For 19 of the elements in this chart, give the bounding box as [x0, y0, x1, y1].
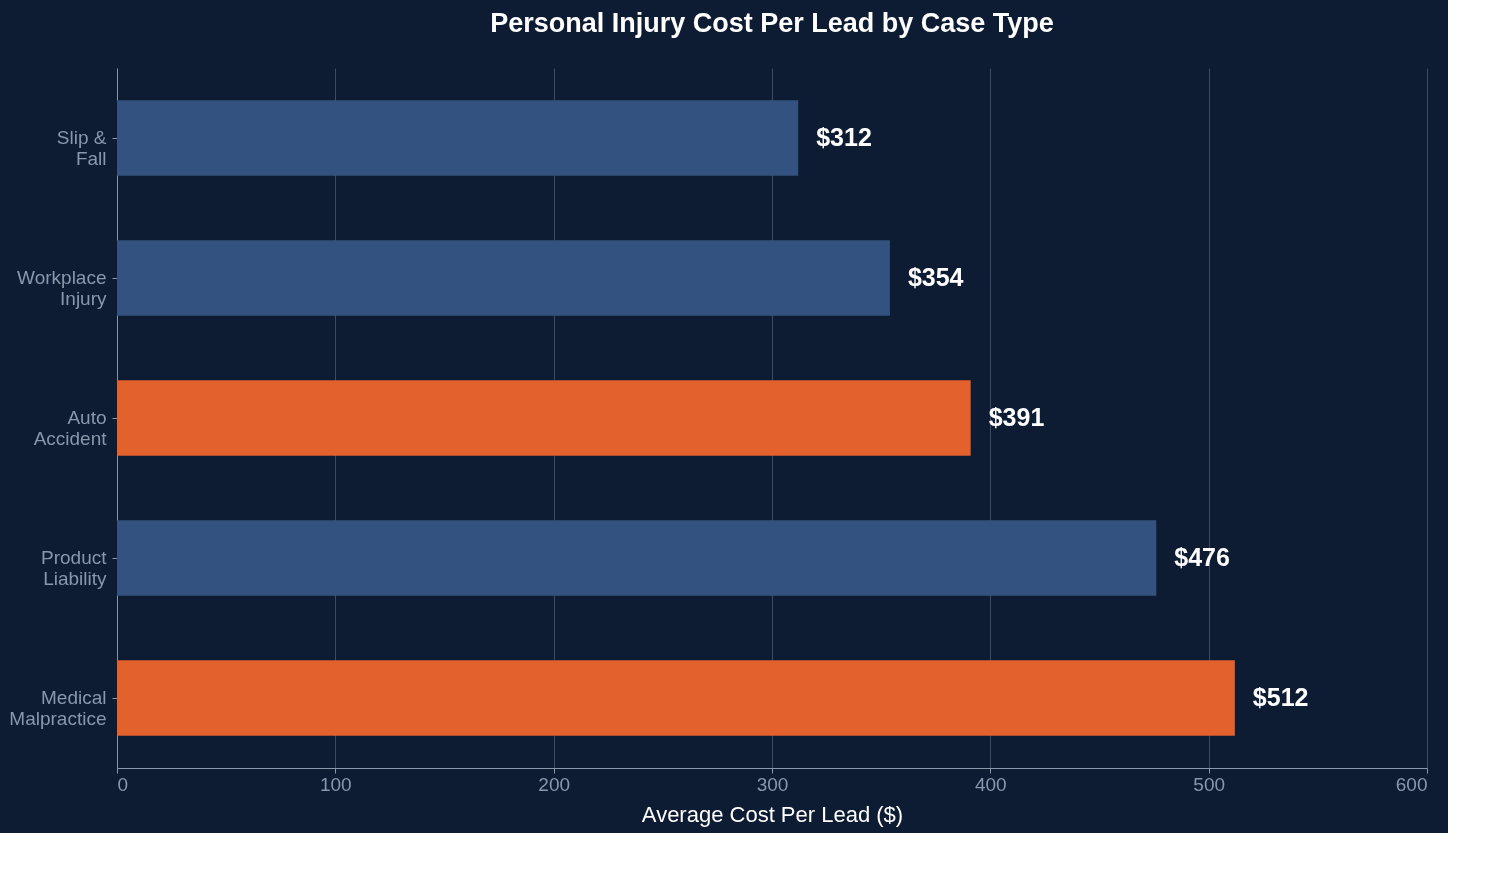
y-tick-label: Auto Accident [33, 407, 108, 449]
x-axis-title: Average Cost Per Lead ($) [641, 801, 904, 827]
data-label: $391 [988, 403, 1045, 431]
x-tick-label: 500 [1193, 773, 1226, 795]
x-tick-label: 600 [1395, 773, 1428, 795]
data-label: $476 [1174, 543, 1230, 571]
y-tick-label: Product Liability [41, 547, 108, 589]
data-label: $512 [1252, 683, 1309, 711]
x-tick-label: 400 [974, 773, 1007, 795]
y-tick-label: Workplace Injury [17, 267, 107, 309]
chart-title: Personal Injury Cost Per Lead by Case Type [490, 8, 1054, 38]
x-tick-label: 100 [319, 773, 352, 795]
y-tick-label: Slip & Fall [56, 127, 107, 169]
x-tick-label: 300 [756, 773, 789, 795]
x-tick-label: 200 [538, 773, 571, 795]
x-tick-label: 0 [117, 773, 129, 795]
y-tick-label: Medical Malpractice [9, 687, 107, 729]
data-label: $354 [907, 263, 964, 291]
data-label: $312 [816, 123, 872, 151]
